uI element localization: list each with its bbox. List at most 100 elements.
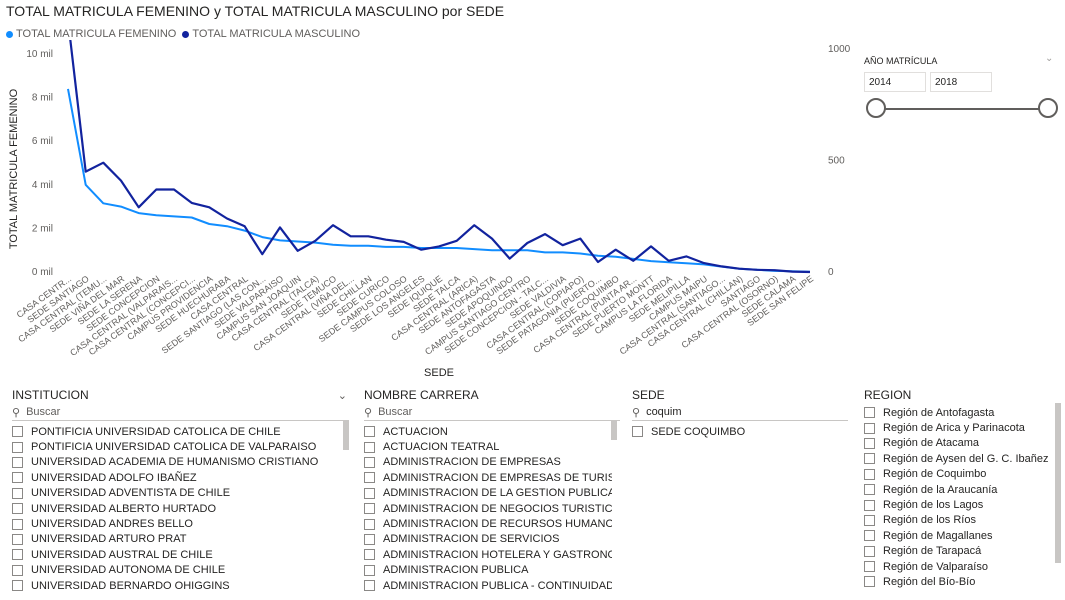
region-item[interactable]: Región de la Araucanía: [864, 482, 1049, 497]
checkbox[interactable]: [364, 549, 375, 561]
checkbox[interactable]: [12, 503, 23, 515]
region-item-label: Región de Aysen del G. C. Ibañez: [883, 452, 1049, 465]
carrera-item-label: ADMINISTRACION DE EMPRESAS DE TURISMO: [383, 471, 612, 484]
institucion-item[interactable]: UNIVERSIDAD ADOLFO IBAÑEZ: [12, 470, 335, 485]
checkbox[interactable]: [364, 518, 375, 530]
carrera-item[interactable]: ACTUACION TEATRAL: [364, 439, 612, 454]
year-to-input[interactable]: 2018: [930, 72, 992, 92]
chevron-down-icon[interactable]: ⌄: [1045, 53, 1054, 64]
carrera-search-input[interactable]: Buscar: [378, 406, 413, 418]
checkbox[interactable]: [364, 564, 375, 576]
carrera-search[interactable]: ⚲ Buscar: [364, 404, 620, 421]
checkbox[interactable]: [864, 499, 875, 511]
region-item[interactable]: Región de Atacama: [864, 436, 1049, 451]
region-item[interactable]: Región de Aysen del G. C. Ibañez: [864, 451, 1049, 466]
checkbox[interactable]: [12, 549, 23, 561]
institucion-item[interactable]: PONTIFICIA UNIVERSIDAD CATOLICA DE VALPA…: [12, 439, 335, 454]
region-item[interactable]: Región de los Ríos: [864, 513, 1049, 528]
checkbox[interactable]: [364, 456, 375, 468]
checkbox[interactable]: [364, 487, 375, 499]
institucion-item-label: UNIVERSIDAD ARTURO PRAT: [31, 533, 187, 546]
chevron-down-icon[interactable]: ⌄: [337, 389, 347, 402]
checkbox[interactable]: [12, 472, 23, 484]
legend-item-femenino[interactable]: TOTAL MATRICULA FEMENINO: [6, 28, 176, 40]
checkbox[interactable]: [864, 422, 875, 434]
checkbox[interactable]: [632, 426, 643, 438]
checkbox[interactable]: [864, 514, 875, 526]
carrera-item[interactable]: ADMINISTRACION DE RECURSOS HUMANOS ...: [364, 516, 612, 531]
region-item[interactable]: Región de los Lagos: [864, 497, 1049, 512]
checkbox[interactable]: [864, 545, 875, 557]
sede-search-input[interactable]: coquim: [646, 406, 682, 418]
series-line-femenino: [67, 88, 811, 273]
year-range-start-handle[interactable]: [866, 98, 886, 118]
institucion-list: PONTIFICIA UNIVERSIDAD CATOLICA DE CHILE…: [12, 424, 335, 596]
checkbox[interactable]: [12, 487, 23, 499]
region-item[interactable]: Región de Coquimbo: [864, 467, 1049, 482]
checkbox[interactable]: [364, 441, 375, 453]
carrera-item[interactable]: ADMINISTRACION PUBLICA: [364, 563, 612, 578]
legend-dot-femenino: [6, 30, 13, 38]
region-item[interactable]: Región de Magallanes: [864, 528, 1049, 543]
checkbox[interactable]: [12, 426, 23, 438]
carrera-item[interactable]: ADMINISTRACION DE NEGOCIOS TURISTICOS...: [364, 501, 612, 516]
region-scrollbar[interactable]: [1055, 403, 1061, 563]
region-item[interactable]: Región del Bío-Bío: [864, 574, 1049, 589]
checkbox[interactable]: [864, 453, 875, 465]
institucion-scrollbar[interactable]: [343, 420, 349, 450]
checkbox[interactable]: [864, 561, 875, 573]
year-range-track[interactable]: [877, 108, 1048, 110]
checkbox[interactable]: [12, 580, 23, 592]
checkbox[interactable]: [12, 441, 23, 453]
region-item-label: Región de Atacama: [883, 437, 980, 450]
carrera-item[interactable]: ADMINISTRACION PUBLICA - CONTINUIDAD: [364, 578, 612, 593]
institucion-item[interactable]: UNIVERSIDAD ARTURO PRAT: [12, 532, 335, 547]
checkbox[interactable]: [864, 484, 875, 496]
y2-tick-label: 0: [828, 267, 834, 278]
carrera-item[interactable]: ADMINISTRACION HOTELERA Y GASTRONOM...: [364, 547, 612, 562]
carrera-item[interactable]: ADMINISTRACION DE LA GESTION PUBLICA: [364, 486, 612, 501]
checkbox[interactable]: [864, 407, 875, 419]
checkbox[interactable]: [12, 518, 23, 530]
institucion-item[interactable]: UNIVERSIDAD ACADEMIA DE HUMANISMO CRISTI…: [12, 455, 335, 470]
institucion-item[interactable]: UNIVERSIDAD AUTONOMA DE CHILE: [12, 563, 335, 578]
checkbox[interactable]: [864, 437, 875, 449]
sede-search[interactable]: ⚲ coquim: [632, 404, 848, 421]
carrera-item[interactable]: ADMINISTRACION DE EMPRESAS DE TURISMO: [364, 470, 612, 485]
institucion-search[interactable]: ⚲ Buscar: [12, 404, 347, 421]
carrera-item-label: ADMINISTRACION PUBLICA: [383, 564, 529, 577]
region-item[interactable]: Región de Valparaíso: [864, 559, 1049, 574]
institucion-item[interactable]: UNIVERSIDAD ANDRES BELLO: [12, 516, 335, 531]
institucion-item[interactable]: UNIVERSIDAD AUSTRAL DE CHILE: [12, 547, 335, 562]
sede-item[interactable]: SEDE COQUIMBO: [632, 424, 848, 439]
institucion-item-label: UNIVERSIDAD ACADEMIA DE HUMANISMO CRISTI…: [31, 456, 319, 469]
checkbox[interactable]: [12, 456, 23, 468]
checkbox[interactable]: [864, 530, 875, 542]
year-from-input[interactable]: 2014: [864, 72, 926, 92]
search-icon: ⚲: [632, 406, 641, 419]
carrera-item[interactable]: ADMINISTRACION DE SERVICIOS: [364, 532, 612, 547]
institucion-item[interactable]: PONTIFICIA UNIVERSIDAD CATOLICA DE CHILE: [12, 424, 335, 439]
region-item[interactable]: Región de Tarapacá: [864, 544, 1049, 559]
institucion-item[interactable]: UNIVERSIDAD ADVENTISTA DE CHILE: [12, 486, 335, 501]
checkbox[interactable]: [364, 533, 375, 545]
institucion-search-input[interactable]: Buscar: [26, 406, 61, 418]
checkbox[interactable]: [12, 564, 23, 576]
checkbox[interactable]: [864, 576, 875, 588]
checkbox[interactable]: [364, 503, 375, 515]
year-range-end-handle[interactable]: [1038, 98, 1058, 118]
checkbox[interactable]: [864, 468, 875, 480]
carrera-item[interactable]: ACTUACION: [364, 424, 612, 439]
region-item[interactable]: Región de Arica y Parinacota: [864, 420, 1049, 435]
checkbox[interactable]: [364, 580, 375, 592]
legend-item-masculino[interactable]: TOTAL MATRICULA MASCULINO: [182, 28, 360, 40]
carrera-item[interactable]: ADMINISTRACION DE EMPRESAS: [364, 455, 612, 470]
checkbox[interactable]: [12, 533, 23, 545]
y-tick-label: 2 mil: [32, 223, 53, 234]
checkbox[interactable]: [364, 426, 375, 438]
checkbox[interactable]: [364, 472, 375, 484]
region-item[interactable]: Región de Antofagasta: [864, 405, 1049, 420]
institucion-item[interactable]: UNIVERSIDAD ALBERTO HURTADO: [12, 501, 335, 516]
institucion-item[interactable]: UNIVERSIDAD BERNARDO OHIGGINS: [12, 578, 335, 593]
carrera-scrollbar[interactable]: [611, 420, 617, 440]
